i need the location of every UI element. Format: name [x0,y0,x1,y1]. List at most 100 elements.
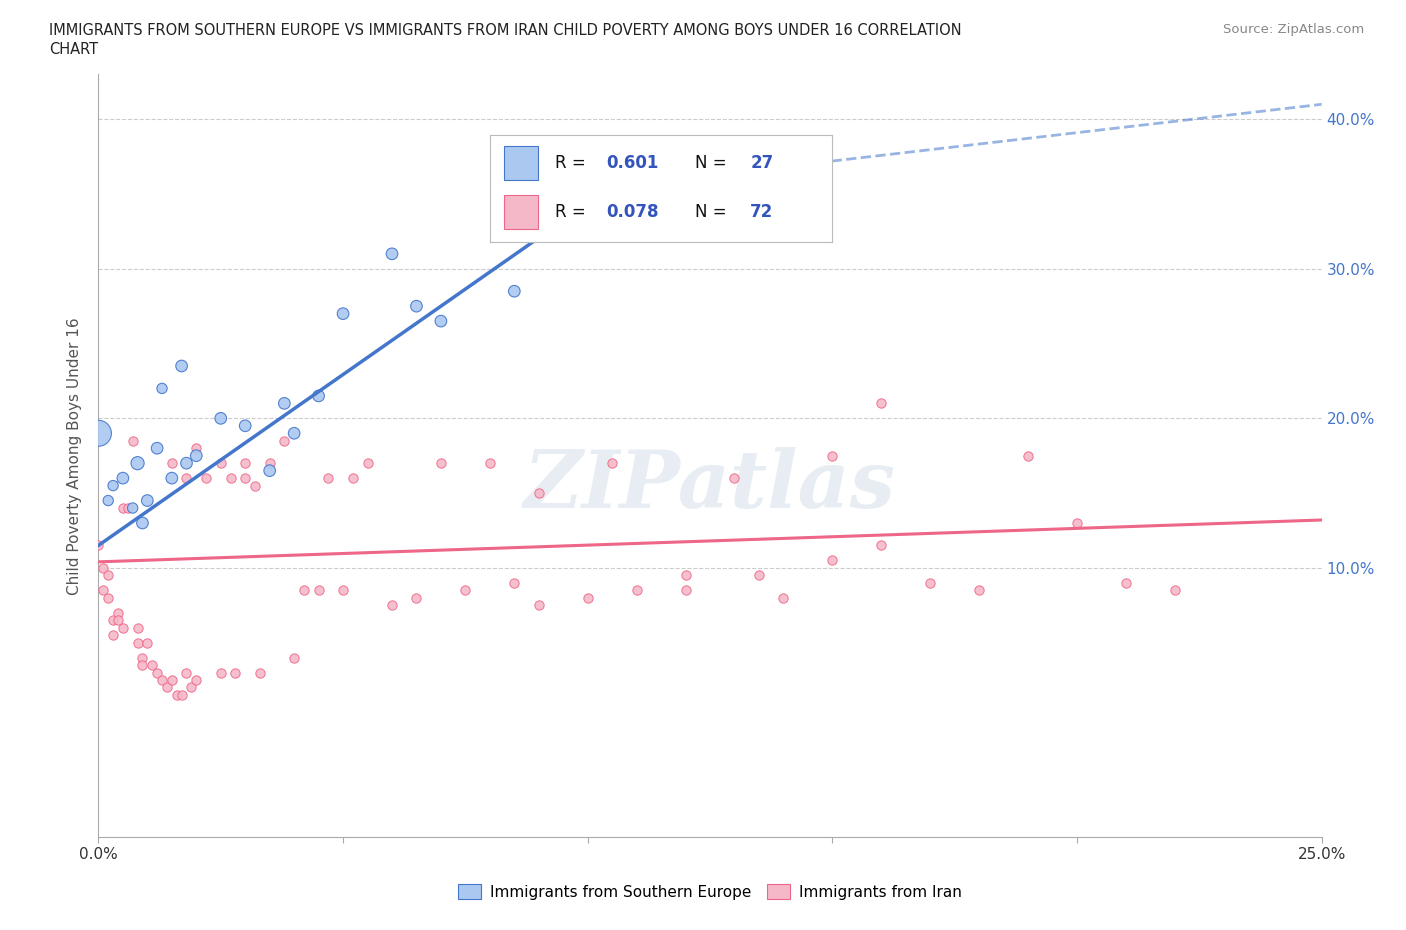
Point [626,583,648,598]
Point [150,672,173,687]
Point [308,583,330,598]
Point [150,381,173,396]
Point [170,359,193,374]
Point [121,433,143,448]
Point [219,471,242,485]
Point [503,284,526,299]
Point [381,598,404,613]
Text: ZIPatlas: ZIPatlas [524,447,896,525]
Point [821,448,844,463]
Point [131,650,153,665]
Point [243,478,266,493]
Point [101,628,124,643]
Point [91,561,114,576]
Point [576,179,599,194]
Point [186,448,208,463]
Point [273,396,295,411]
Point [405,299,427,313]
Point [136,493,159,508]
Point [283,650,305,665]
Legend: Immigrants from Southern Europe, Immigrants from Iran: Immigrants from Southern Europe, Immigra… [453,878,967,906]
Point [273,433,295,448]
Text: IMMIGRANTS FROM SOUTHERN EUROPE VS IMMIGRANTS FROM IRAN CHILD POVERTY AMONG BOYS: IMMIGRANTS FROM SOUTHERN EUROPE VS IMMIG… [49,23,962,38]
Point [821,553,844,568]
Point [180,680,202,695]
Point [209,665,232,680]
Point [141,658,163,672]
Point [1115,576,1137,591]
Point [131,658,153,672]
Point [160,456,183,471]
Point [233,456,256,471]
Point [259,456,281,471]
Point [454,583,477,598]
Point [356,456,378,471]
Point [91,583,114,598]
Point [146,665,169,680]
Point [870,538,893,552]
Point [675,568,697,583]
Point [111,471,134,485]
Point [1066,515,1088,530]
Point [136,635,159,650]
Point [209,411,232,426]
Point [87,538,110,552]
Point [430,456,453,471]
Point [233,418,256,433]
Point [111,620,134,635]
Point [626,165,648,179]
Point [527,598,550,613]
Point [381,246,404,261]
Point [107,613,129,628]
Point [292,583,315,598]
Point [87,426,110,441]
Point [127,620,149,635]
Text: CHART: CHART [49,42,98,57]
Point [121,500,143,515]
Point [127,456,149,471]
Point [101,613,124,628]
Point [233,471,256,485]
Point [160,672,183,687]
Point [170,687,193,702]
Point [127,635,149,650]
Point [107,605,129,620]
Point [111,500,134,515]
Point [131,515,153,530]
Point [176,471,198,485]
Point [166,687,188,702]
Point [186,441,208,456]
Point [478,456,501,471]
Point [723,471,745,485]
Point [176,665,198,680]
Point [576,591,599,605]
Point [156,680,179,695]
Y-axis label: Child Poverty Among Boys Under 16: Child Poverty Among Boys Under 16 [67,317,83,594]
Point [870,396,893,411]
Point [503,576,526,591]
Point [342,471,364,485]
Point [283,426,305,441]
Point [160,471,183,485]
Point [101,478,124,493]
Point [675,583,697,598]
Point [97,493,120,508]
Point [146,441,169,456]
Point [97,591,120,605]
Point [308,389,330,404]
Point [186,672,208,687]
Point [318,471,340,485]
Point [1164,583,1187,598]
Point [920,576,942,591]
Point [430,313,453,328]
Point [117,500,139,515]
Point [967,583,990,598]
Point [249,665,271,680]
Point [97,568,120,583]
Point [405,591,427,605]
Point [176,456,198,471]
Point [332,306,354,321]
Point [772,591,794,605]
Text: Source: ZipAtlas.com: Source: ZipAtlas.com [1223,23,1364,36]
Point [209,456,232,471]
